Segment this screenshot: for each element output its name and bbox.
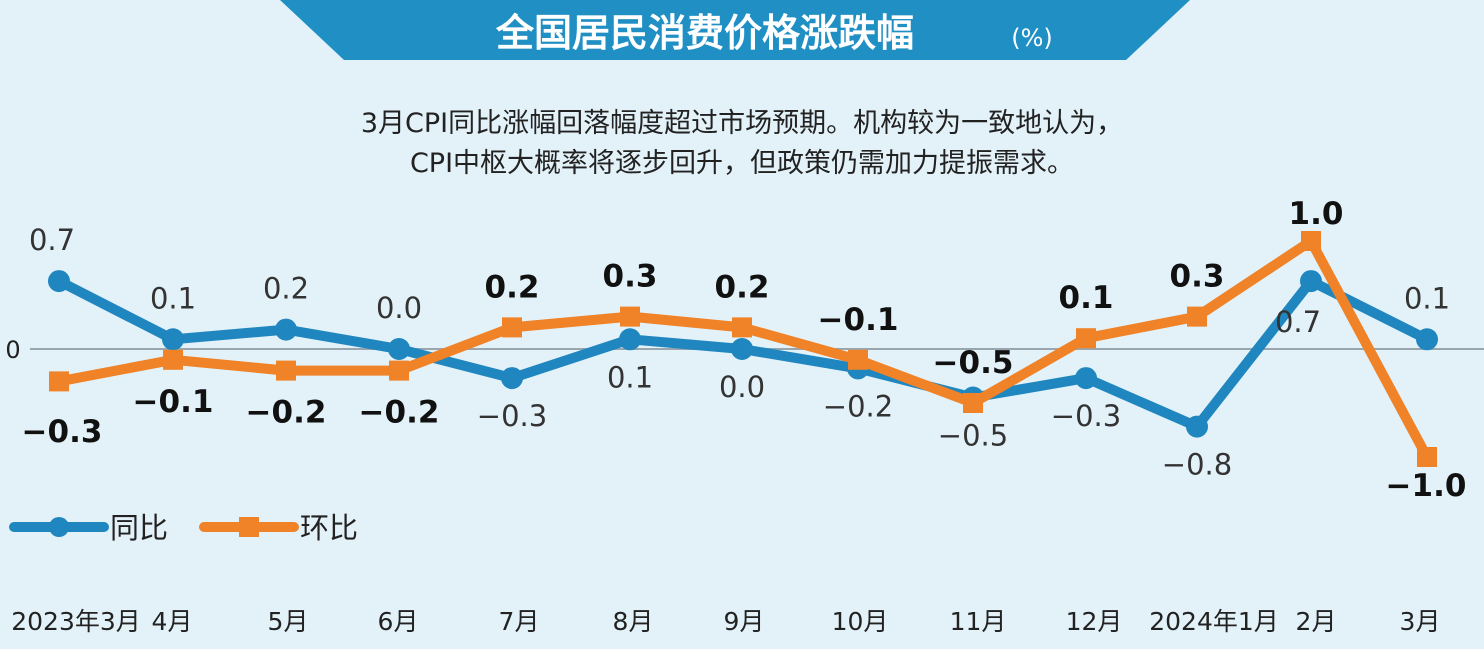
- chart-title-unit: (%): [1011, 24, 1053, 52]
- x-tick-label: 4月: [152, 607, 193, 636]
- data-label-yoy: 0.0: [719, 370, 765, 404]
- data-label-yoy: −0.3: [477, 399, 547, 433]
- legend: 同比 环比: [9, 511, 358, 545]
- data-label-mom: −0.3: [22, 414, 103, 450]
- point-mom: [49, 371, 69, 392]
- x-tick-label: 6月: [378, 607, 419, 636]
- x-tick-label: 11月: [950, 607, 1007, 636]
- x-tick-label: 5月: [268, 607, 309, 636]
- point-yoy: [619, 328, 641, 351]
- data-label-mom: 0.3: [603, 259, 658, 295]
- x-tick-label: 3月: [1400, 607, 1441, 636]
- data-label-yoy: 0.1: [607, 360, 653, 394]
- point-yoy: [501, 367, 523, 390]
- legend-label-yoy: 同比: [110, 511, 168, 545]
- data-label-mom: −0.2: [246, 395, 327, 431]
- point-mom: [1301, 231, 1321, 251]
- x-tick-label: 7月: [499, 607, 540, 636]
- point-yoy: [1300, 270, 1322, 293]
- point-mom: [502, 317, 522, 338]
- data-label-mom: 1.0: [1289, 196, 1344, 232]
- x-axis-labels: 2023年3月 4月 5月 6月 7月 8月 9月 10月 11月 12月 2024年1月 2月 3月: [11, 607, 1440, 636]
- data-label-yoy: 0.1: [1404, 281, 1450, 315]
- title-banner: [280, 0, 1190, 60]
- x-tick-label: 2月: [1296, 607, 1337, 636]
- data-label-mom: 0.1: [1059, 280, 1114, 316]
- point-mom: [1076, 328, 1096, 349]
- chart-title: 全国居民消费价格涨跌幅: [495, 11, 914, 55]
- point-mom: [620, 306, 640, 327]
- point-mom: [1187, 306, 1207, 327]
- point-mom: [732, 317, 752, 338]
- point-yoy: [275, 318, 297, 341]
- data-label-mom: −0.2: [359, 395, 440, 431]
- data-label-yoy: 0.1: [150, 281, 196, 315]
- legend-label-mom: 环比: [300, 511, 358, 545]
- data-label-mom: −1.0: [1386, 468, 1467, 504]
- point-mom: [1417, 447, 1437, 467]
- point-yoy: [388, 338, 410, 360]
- legend-marker-mom: [239, 517, 259, 537]
- data-label-yoy: 0.7: [1275, 305, 1321, 339]
- data-label-mom: 0.2: [485, 269, 540, 305]
- data-labels: 0.7 0.1 0.2 0.0 −0.3 0.1 0.0 −0.2 −0.5 −0.3 −0.8 0.…: [22, 196, 1467, 504]
- data-label-mom: −0.1: [818, 302, 899, 338]
- point-mom: [389, 360, 409, 381]
- x-tick-label: 8月: [613, 607, 654, 636]
- data-label-mom: −0.1: [133, 384, 214, 420]
- point-yoy: [1075, 367, 1097, 390]
- data-label-yoy: −0.8: [1162, 448, 1232, 482]
- data-label-yoy: 0.0: [376, 291, 422, 325]
- point-mom: [848, 349, 868, 370]
- x-tick-label: 2023年3月: [11, 607, 141, 636]
- point-yoy: [1416, 328, 1438, 351]
- series-layer: [48, 231, 1438, 467]
- data-label-mom: 0.3: [1170, 259, 1225, 295]
- point-mom: [163, 349, 183, 370]
- point-yoy: [162, 328, 184, 351]
- point-yoy: [731, 338, 753, 360]
- data-label-yoy: −0.2: [823, 389, 893, 423]
- zero-tick-label: 0: [5, 336, 20, 364]
- data-label-yoy: 0.2: [263, 272, 309, 306]
- data-label-yoy: 0.7: [29, 223, 75, 257]
- subtitle-line-1: 3月CPI同比涨幅回落幅度超过市场预期。机构较为一致地认为，: [361, 108, 1123, 139]
- subtitle-line-2: CPI中枢大概率将逐步回升，但政策仍需加力提振需求。: [410, 148, 1074, 179]
- point-mom: [963, 393, 983, 413]
- data-label-mom: −0.5: [933, 345, 1014, 381]
- point-yoy: [1186, 415, 1208, 438]
- data-label-yoy: −0.5: [938, 419, 1008, 453]
- legend-marker-yoy: [49, 517, 69, 537]
- x-tick-label: 12月: [1066, 607, 1123, 636]
- data-label-mom: 0.2: [715, 269, 770, 305]
- x-tick-label: 9月: [724, 607, 765, 636]
- x-tick-label: 2024年1月: [1149, 607, 1279, 636]
- x-tick-label: 10月: [832, 607, 889, 636]
- point-yoy: [48, 270, 70, 293]
- point-mom: [276, 360, 296, 381]
- data-label-yoy: −0.3: [1051, 399, 1121, 433]
